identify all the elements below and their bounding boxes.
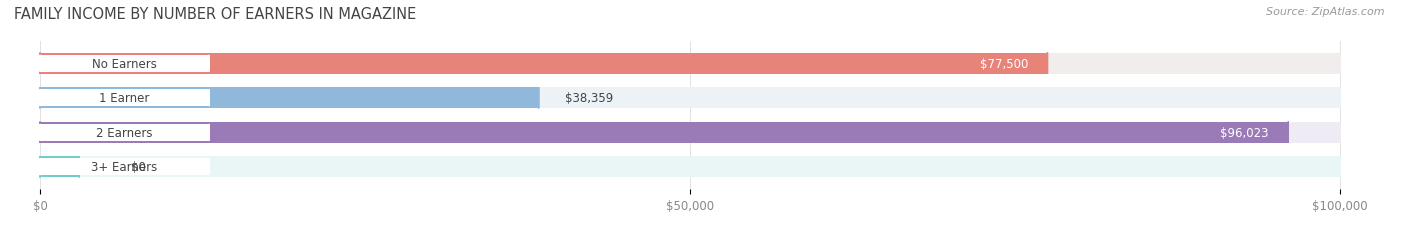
Bar <box>39 156 1340 178</box>
Text: 1 Earner: 1 Earner <box>100 92 149 105</box>
Bar <box>39 53 1047 75</box>
Bar <box>39 53 1340 75</box>
Text: FAMILY INCOME BY NUMBER OF EARNERS IN MAGAZINE: FAMILY INCOME BY NUMBER OF EARNERS IN MA… <box>14 7 416 22</box>
Text: 3+ Earners: 3+ Earners <box>91 161 157 173</box>
Bar <box>39 122 1288 143</box>
Bar <box>39 88 1340 109</box>
Bar <box>39 156 79 178</box>
Bar <box>39 90 209 107</box>
Text: $38,359: $38,359 <box>565 92 613 105</box>
Bar <box>39 88 538 109</box>
Text: No Earners: No Earners <box>93 58 157 70</box>
Bar <box>39 122 1340 143</box>
Text: $77,500: $77,500 <box>980 58 1028 70</box>
Bar <box>39 159 209 175</box>
Bar <box>39 124 209 141</box>
Text: $96,023: $96,023 <box>1220 126 1268 139</box>
Text: 2 Earners: 2 Earners <box>96 126 153 139</box>
Text: Source: ZipAtlas.com: Source: ZipAtlas.com <box>1267 7 1385 17</box>
Text: $0: $0 <box>131 161 146 173</box>
Bar <box>39 56 209 72</box>
